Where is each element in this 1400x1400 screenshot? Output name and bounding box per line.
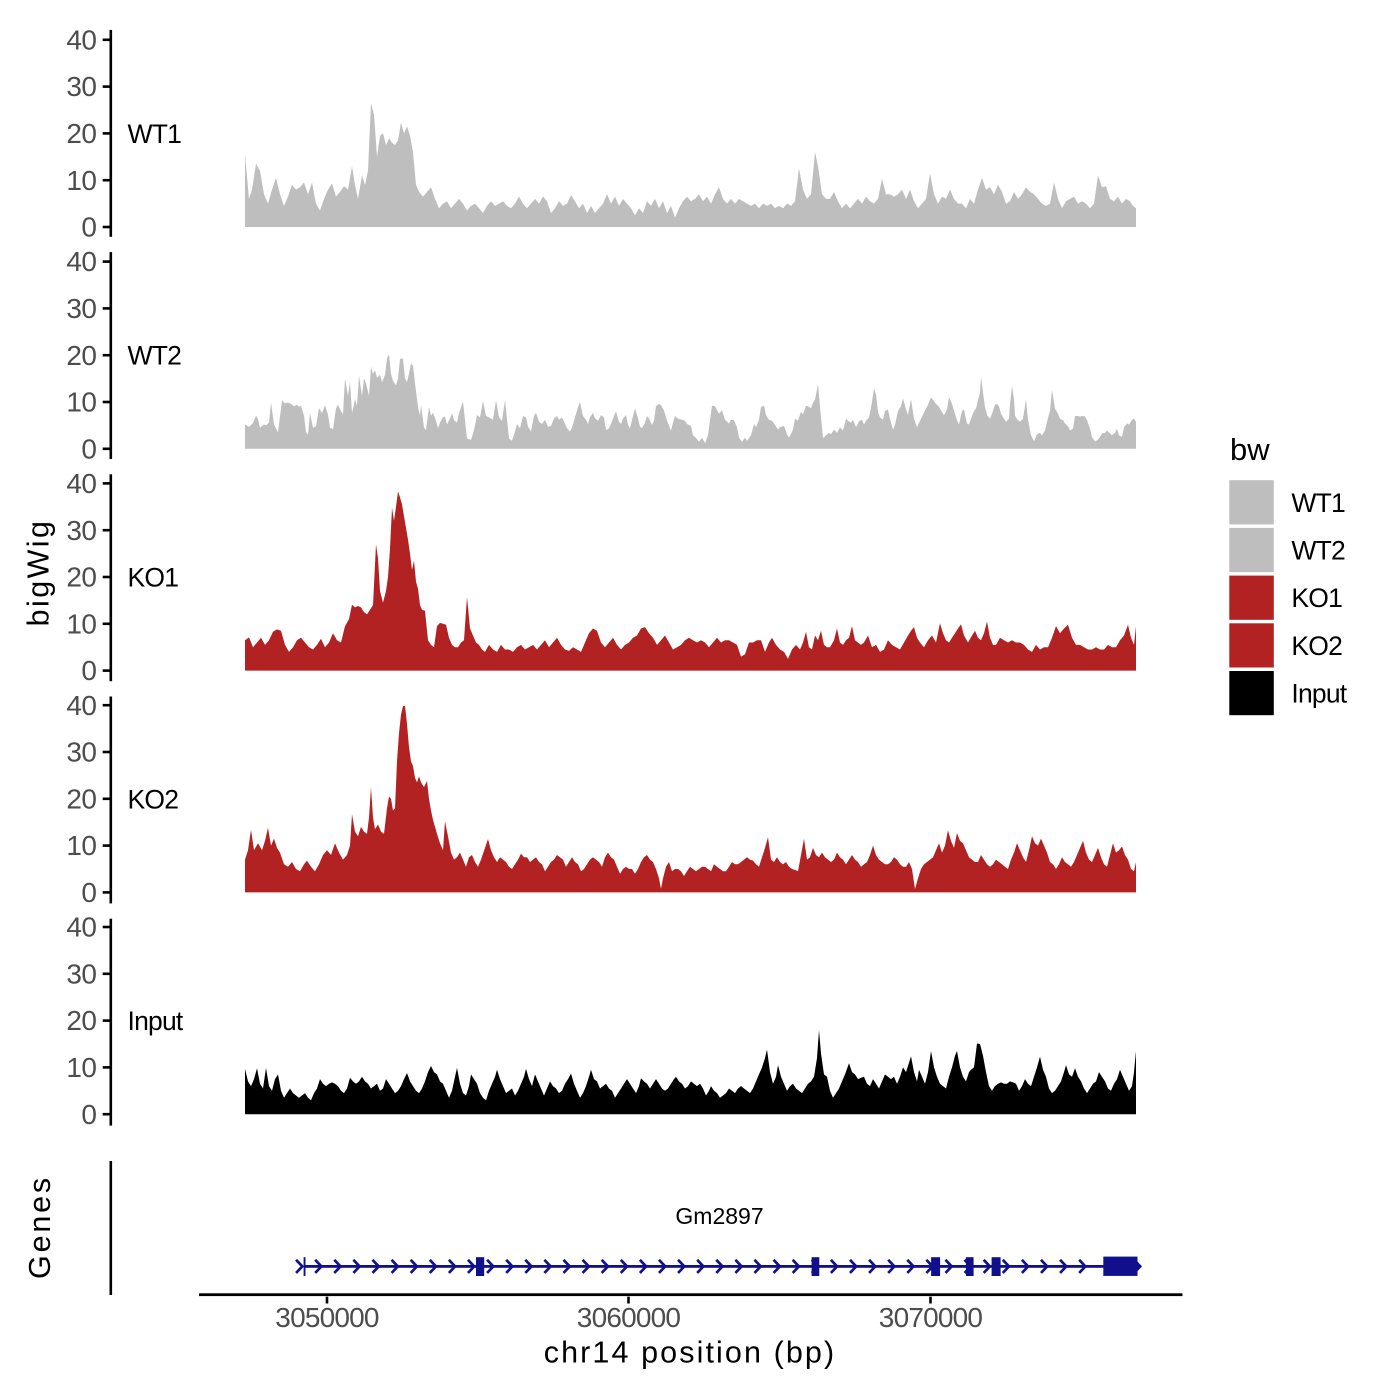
svg-text:0: 0 bbox=[81, 1099, 96, 1130]
svg-text:KO2: KO2 bbox=[128, 784, 179, 814]
svg-text:40: 40 bbox=[66, 690, 96, 721]
svg-text:WT2: WT2 bbox=[128, 341, 182, 371]
svg-text:0: 0 bbox=[81, 433, 96, 464]
svg-text:40: 40 bbox=[66, 912, 96, 943]
svg-text:10: 10 bbox=[66, 608, 96, 639]
svg-text:WT2: WT2 bbox=[1291, 536, 1345, 566]
svg-text:0: 0 bbox=[81, 877, 96, 908]
svg-text:KO1: KO1 bbox=[128, 563, 179, 593]
svg-text:Gm2897: Gm2897 bbox=[675, 1203, 763, 1229]
svg-text:3060000: 3060000 bbox=[577, 1302, 681, 1333]
svg-text:40: 40 bbox=[66, 246, 96, 277]
svg-text:3070000: 3070000 bbox=[879, 1302, 983, 1333]
svg-text:30: 30 bbox=[66, 71, 96, 102]
svg-text:20: 20 bbox=[66, 562, 96, 593]
svg-text:40: 40 bbox=[66, 24, 96, 55]
svg-text:0: 0 bbox=[81, 655, 96, 686]
svg-text:0: 0 bbox=[81, 212, 96, 243]
svg-text:40: 40 bbox=[66, 468, 96, 499]
svg-text:bw: bw bbox=[1230, 432, 1270, 467]
svg-text:30: 30 bbox=[66, 515, 96, 546]
svg-text:KO2: KO2 bbox=[1291, 631, 1342, 661]
svg-text:30: 30 bbox=[66, 958, 96, 989]
svg-text:10: 10 bbox=[66, 830, 96, 861]
svg-text:chr14 position (bp): chr14 position (bp) bbox=[544, 1336, 837, 1370]
svg-text:Input: Input bbox=[128, 1006, 184, 1036]
svg-text:30: 30 bbox=[66, 737, 96, 768]
svg-text:bigWig: bigWig bbox=[22, 519, 56, 627]
svg-text:Genes: Genes bbox=[23, 1175, 57, 1279]
svg-text:Input: Input bbox=[1291, 679, 1347, 709]
svg-text:KO1: KO1 bbox=[1291, 583, 1342, 613]
svg-text:20: 20 bbox=[66, 1005, 96, 1036]
svg-text:30: 30 bbox=[66, 293, 96, 324]
svg-text:10: 10 bbox=[66, 165, 96, 196]
svg-text:WT1: WT1 bbox=[1291, 488, 1345, 518]
svg-text:10: 10 bbox=[66, 387, 96, 418]
svg-text:20: 20 bbox=[66, 340, 96, 371]
svg-text:20: 20 bbox=[66, 783, 96, 814]
svg-text:20: 20 bbox=[66, 118, 96, 149]
svg-text:WT1: WT1 bbox=[128, 119, 182, 149]
svg-text:3050000: 3050000 bbox=[275, 1302, 379, 1333]
svg-text:10: 10 bbox=[66, 1052, 96, 1083]
